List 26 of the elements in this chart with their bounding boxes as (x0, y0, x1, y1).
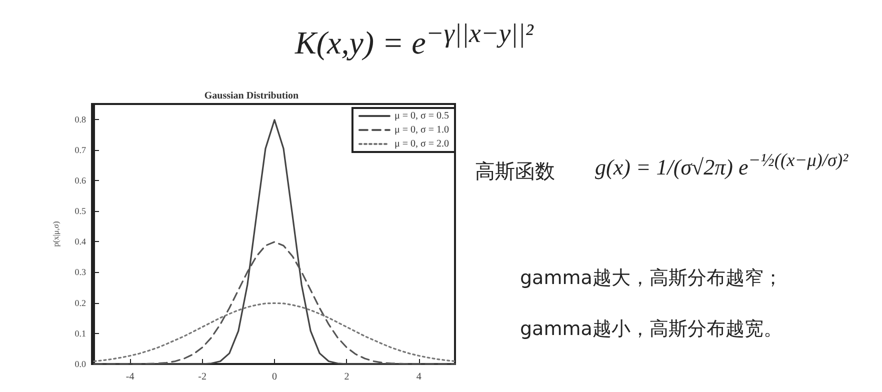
legend-label: μ = 0, σ = 0.5 (394, 110, 449, 122)
x-tick-label: -2 (198, 372, 206, 382)
x-tick-label: 0 (272, 372, 277, 382)
legend-label: μ = 0, σ = 2.0 (394, 138, 449, 150)
y-tick-label: 0.8 (74, 114, 86, 124)
line-series (93, 241, 456, 365)
y-tick-label: 0.6 (74, 175, 86, 186)
x-tick-label: -4 (126, 372, 134, 382)
text: 高斯函数 (475, 158, 555, 185)
y-tick-label: 0.5 (74, 206, 86, 216)
text: gamma越小，高斯分布越宽。 (520, 317, 782, 342)
y-tick-label: 0.3 (74, 267, 86, 278)
y-tick-label: 0.1 (74, 328, 86, 338)
y-tick-label: 0.7 (74, 144, 86, 155)
x-tick-label: 4 (416, 372, 422, 382)
x-tick-label: 2 (344, 372, 350, 382)
legend-label: μ = 0, σ = 1.0 (394, 124, 449, 136)
text: gamma越大，高斯分布越窄； (520, 266, 782, 291)
y-tick-label: 0.4 (74, 236, 86, 247)
y-tick-label: 0.0 (74, 359, 86, 369)
line-series (93, 302, 456, 362)
text: K(x,y) = e$^{−γ||x−y||²}$ (295, 18, 534, 62)
chart-title: Gaussian Distribution (204, 90, 300, 102)
y-tick-label: 0.2 (74, 298, 86, 308)
y-axis-title: p(x|μ,σ) (52, 220, 60, 247)
text: g(x) = 1/(σ√2π) e$^{−½((x−μ)/σ)²}$ (595, 150, 848, 180)
